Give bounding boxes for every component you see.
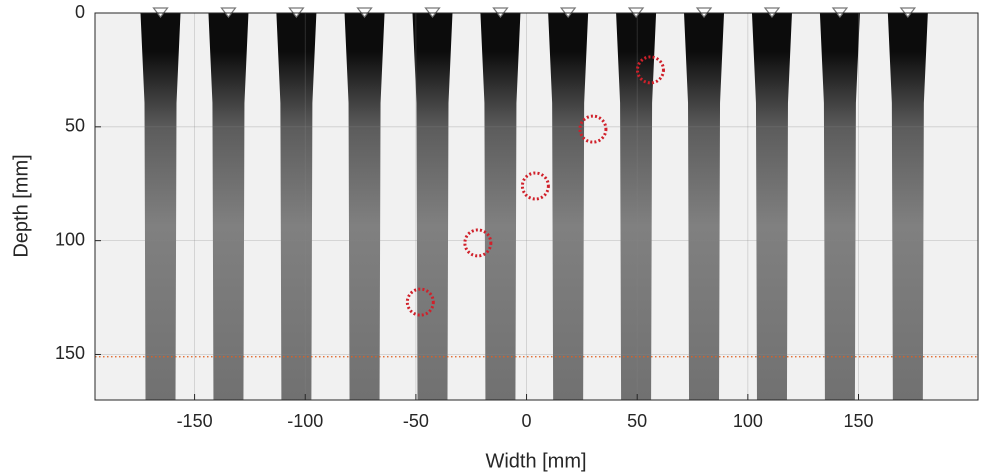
target-circle	[520, 171, 550, 201]
beam	[140, 13, 181, 400]
target-circle	[635, 55, 665, 85]
beam	[208, 13, 249, 400]
beam	[480, 13, 521, 400]
axes-box	[94, 12, 979, 401]
x-tick-label: 150	[843, 411, 873, 431]
target-circle	[405, 287, 435, 317]
beam	[684, 13, 725, 400]
target-circle	[463, 228, 493, 258]
beam	[751, 13, 792, 400]
y-axis-label: Depth [mm]	[10, 154, 32, 257]
y-tick-label: 0	[75, 2, 85, 22]
x-tick-label: 0	[522, 411, 532, 431]
x-tick-label: -50	[403, 411, 429, 431]
beam	[616, 13, 657, 400]
beam	[412, 13, 453, 400]
beam	[344, 13, 385, 400]
x-axis-label: Width [mm]	[485, 450, 586, 472]
beam	[548, 13, 589, 400]
beam	[887, 13, 928, 400]
y-tick-label: 100	[55, 229, 85, 249]
y-tick-label: 150	[55, 343, 85, 363]
beam	[276, 13, 317, 400]
x-tick-label: 50	[627, 411, 647, 431]
x-tick-label: 100	[733, 411, 763, 431]
x-tick-label: -100	[287, 411, 323, 431]
beam	[819, 13, 860, 400]
y-tick-label: 50	[65, 116, 85, 136]
target-circle	[578, 114, 608, 144]
x-tick-label: -150	[177, 411, 213, 431]
